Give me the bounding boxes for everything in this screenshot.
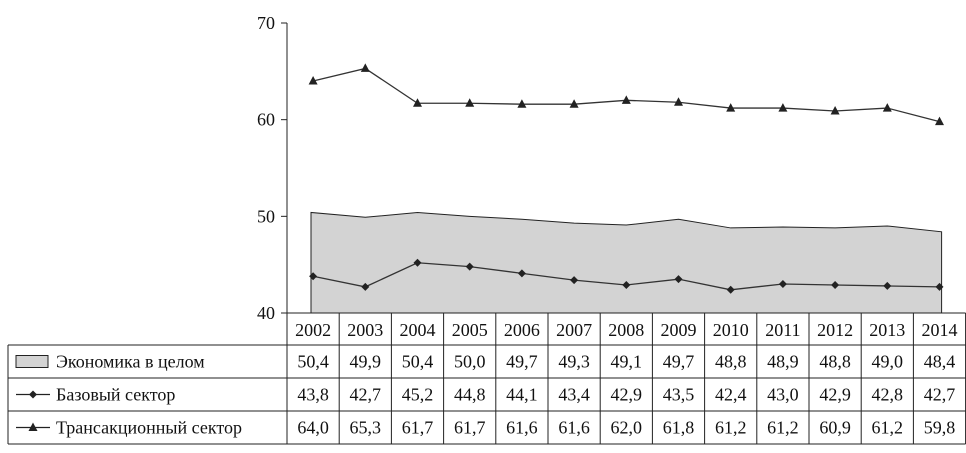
legend-label: Трансакционный сектор xyxy=(56,418,242,438)
data-label: 43,8 xyxy=(297,385,329,405)
diamond-marker-2008 xyxy=(622,280,631,289)
diamond-marker-2003 xyxy=(361,282,370,291)
y-tick-label: 50 xyxy=(257,206,275,226)
data-label: 43,5 xyxy=(663,385,695,405)
x-category-label: 2010 xyxy=(713,320,749,340)
data-label: 42,4 xyxy=(715,385,747,405)
x-category-label: 2006 xyxy=(504,320,540,340)
triangle-marker-2005 xyxy=(465,98,475,107)
data-label: 59,8 xyxy=(924,418,956,438)
data-label: 61,6 xyxy=(558,418,590,438)
data-label: 61,2 xyxy=(872,418,904,438)
diamond-marker-2007 xyxy=(570,276,579,285)
diamond-marker-2005 xyxy=(465,262,474,271)
triangle-marker-2013 xyxy=(882,103,892,112)
triangle-marker-2004 xyxy=(413,98,422,107)
x-category-label: 2008 xyxy=(608,320,644,340)
data-label: 64,0 xyxy=(297,418,329,438)
x-category-label: 2013 xyxy=(869,320,905,340)
data-label: 49,3 xyxy=(558,352,590,372)
triangle-marker-2002 xyxy=(308,76,318,85)
diamond-marker-2014 xyxy=(935,282,944,291)
data-label: 45,2 xyxy=(402,385,434,405)
triangle-marker-2008 xyxy=(621,95,631,104)
legend-diamond-icon xyxy=(29,390,37,399)
y-tick-label: 40 xyxy=(257,303,275,323)
data-label: 42,9 xyxy=(819,385,851,405)
data-label: 50,4 xyxy=(297,352,329,372)
triangle-marker-2007 xyxy=(569,99,579,108)
legend-swatch-area xyxy=(15,355,49,368)
data-label: 65,3 xyxy=(350,418,382,438)
data-label: 49,7 xyxy=(506,352,538,372)
data-label: 44,1 xyxy=(506,385,538,405)
data-label: 43,4 xyxy=(558,385,590,405)
triangle-marker-2006 xyxy=(517,99,527,108)
data-label: 61,2 xyxy=(767,418,799,438)
diamond-marker-2009 xyxy=(674,275,683,284)
diamond-marker-2006 xyxy=(517,269,526,278)
x-category-label: 2012 xyxy=(817,320,853,340)
data-label: 48,9 xyxy=(767,352,799,372)
diamond-marker-2013 xyxy=(883,281,892,290)
data-label: 61,8 xyxy=(663,418,695,438)
y-tick-label: 60 xyxy=(257,110,275,130)
diamond-marker-2010 xyxy=(726,285,735,294)
data-label: 48,8 xyxy=(819,352,851,372)
triangle-marker-2011 xyxy=(778,103,788,112)
legend-triangle-icon xyxy=(28,422,38,431)
legend-label: Базовый сектор xyxy=(56,385,175,405)
x-category-label: 2011 xyxy=(765,320,800,340)
data-label: 61,7 xyxy=(402,418,434,438)
data-label: 48,4 xyxy=(924,352,956,372)
data-label: 49,1 xyxy=(611,352,643,372)
x-category-label: 2009 xyxy=(661,320,697,340)
data-label: 50,4 xyxy=(402,352,434,372)
x-category-label: 2005 xyxy=(452,320,488,340)
data-label: 42,8 xyxy=(872,385,904,405)
diamond-marker-2012 xyxy=(831,280,840,289)
x-category-label: 2014 xyxy=(922,320,958,340)
triangle-marker-2003 xyxy=(360,63,370,72)
legend-label: Экономика в целом xyxy=(56,352,205,372)
data-label: 61,2 xyxy=(715,418,747,438)
diamond-marker-2002 xyxy=(309,272,318,281)
triangle-marker-2009 xyxy=(674,97,683,106)
data-label: 49,7 xyxy=(663,352,695,372)
x-category-label: 2002 xyxy=(295,320,331,340)
data-label: 49,0 xyxy=(872,352,904,372)
line-series-2 xyxy=(312,67,940,123)
data-label: 43,0 xyxy=(767,385,799,405)
x-category-label: 2003 xyxy=(347,320,383,340)
data-label: 61,7 xyxy=(454,418,486,438)
x-category-label: 2004 xyxy=(400,320,436,340)
data-label: 49,9 xyxy=(350,352,382,372)
data-label: 48,8 xyxy=(715,352,747,372)
data-label: 42,9 xyxy=(611,385,643,405)
data-label: 50,0 xyxy=(454,352,486,372)
y-tick-label: 70 xyxy=(257,13,275,33)
data-label: 42,7 xyxy=(350,385,382,405)
diamond-marker-2011 xyxy=(778,280,787,288)
x-category-label: 2007 xyxy=(556,320,592,340)
area-series-economy xyxy=(310,211,943,314)
triangle-marker-2014 xyxy=(935,116,944,126)
diamond-marker-2004 xyxy=(413,258,422,267)
data-label: 44,8 xyxy=(454,385,486,405)
data-label: 62,0 xyxy=(611,418,643,438)
data-label: 61,6 xyxy=(506,418,538,438)
triangle-marker-2010 xyxy=(726,103,736,112)
triangle-marker-2012 xyxy=(830,105,840,115)
data-label: 42,7 xyxy=(924,385,956,405)
data-label: 60,9 xyxy=(819,418,851,438)
